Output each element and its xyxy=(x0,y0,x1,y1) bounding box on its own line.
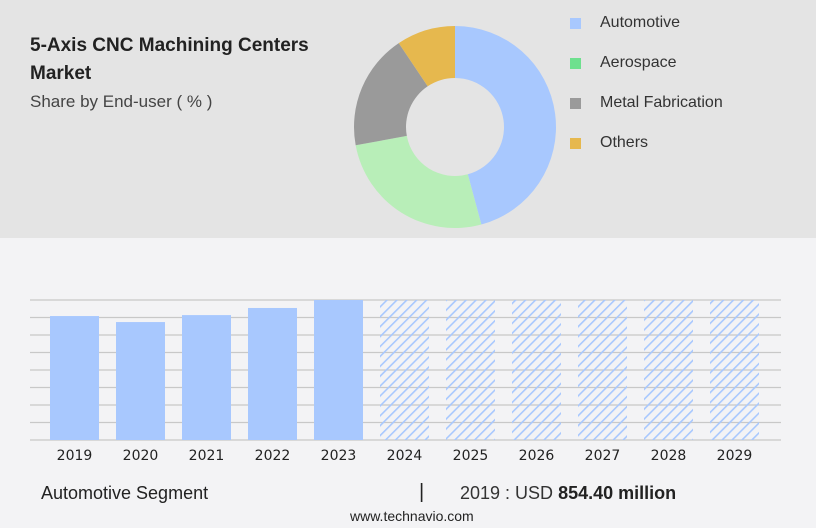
segment-label: Automotive Segment xyxy=(41,483,209,503)
legend-swatch xyxy=(570,17,581,29)
legend-swatch xyxy=(570,137,581,149)
x-tick-label: 2022 xyxy=(255,448,291,464)
bar-2021 xyxy=(182,315,231,440)
legend-label: Automotive xyxy=(600,14,681,31)
legend-item: Others xyxy=(570,134,648,152)
bar-2020 xyxy=(116,322,165,440)
x-tick-label: 2024 xyxy=(387,448,423,464)
forecast-bar-2028 xyxy=(644,300,693,440)
donut-slice-others xyxy=(398,26,455,87)
bar-2023 xyxy=(314,300,363,440)
donut-slice-metal-fabrication xyxy=(354,43,428,146)
forecast-bar-2024 xyxy=(380,300,429,440)
x-tick-label: 2020 xyxy=(123,448,159,464)
bar-chart: 2019 2020 2021 2022 2023 2024 2025 2026 2027 2028… xyxy=(30,299,781,464)
chart-subtitle: Share by End-user ( % ) xyxy=(30,92,213,111)
value-prefix: 2019 : USD xyxy=(460,483,559,503)
x-tick-label: 2026 xyxy=(519,448,555,464)
legend-swatch xyxy=(570,97,581,109)
segment-value: 2019 : USD 854.40 million xyxy=(460,483,676,504)
legend-item: Aerospace xyxy=(570,54,677,72)
legend-label: Aerospace xyxy=(600,54,677,71)
x-tick-label: 2019 xyxy=(57,448,93,464)
x-tick-label: 2025 xyxy=(453,448,489,464)
x-tick-label: 2029 xyxy=(717,448,753,464)
donut-slice-aerospace xyxy=(355,135,482,228)
legend-swatch xyxy=(570,57,581,69)
chart-title: 5-Axis CNC Machining Centers Market xyxy=(30,35,309,84)
bar-2022 xyxy=(248,307,297,440)
bar-2019 xyxy=(50,316,99,440)
legend-item: Automotive xyxy=(570,14,680,32)
forecast-bar-2027 xyxy=(578,300,627,440)
x-tick-label: 2023 xyxy=(321,448,357,464)
value-amount: 854.40 million xyxy=(558,483,677,503)
legend-item: Metal Fabrication xyxy=(570,94,723,112)
separator: | xyxy=(419,481,425,503)
legend-label: Others xyxy=(600,134,649,151)
x-tick-label: 2021 xyxy=(189,448,225,464)
site-link[interactable]: www.technavio.com xyxy=(350,508,474,524)
donut-slice-automotive xyxy=(455,26,556,225)
x-tick-label: 2028 xyxy=(651,448,687,464)
legend-label: Metal Fabrication xyxy=(600,94,723,111)
forecast-bar-2029 xyxy=(710,300,759,440)
forecast-bar-2026 xyxy=(512,300,561,440)
donut-chart xyxy=(354,26,556,228)
x-tick-label: 2027 xyxy=(585,448,621,464)
forecast-bar-2025 xyxy=(446,300,495,440)
